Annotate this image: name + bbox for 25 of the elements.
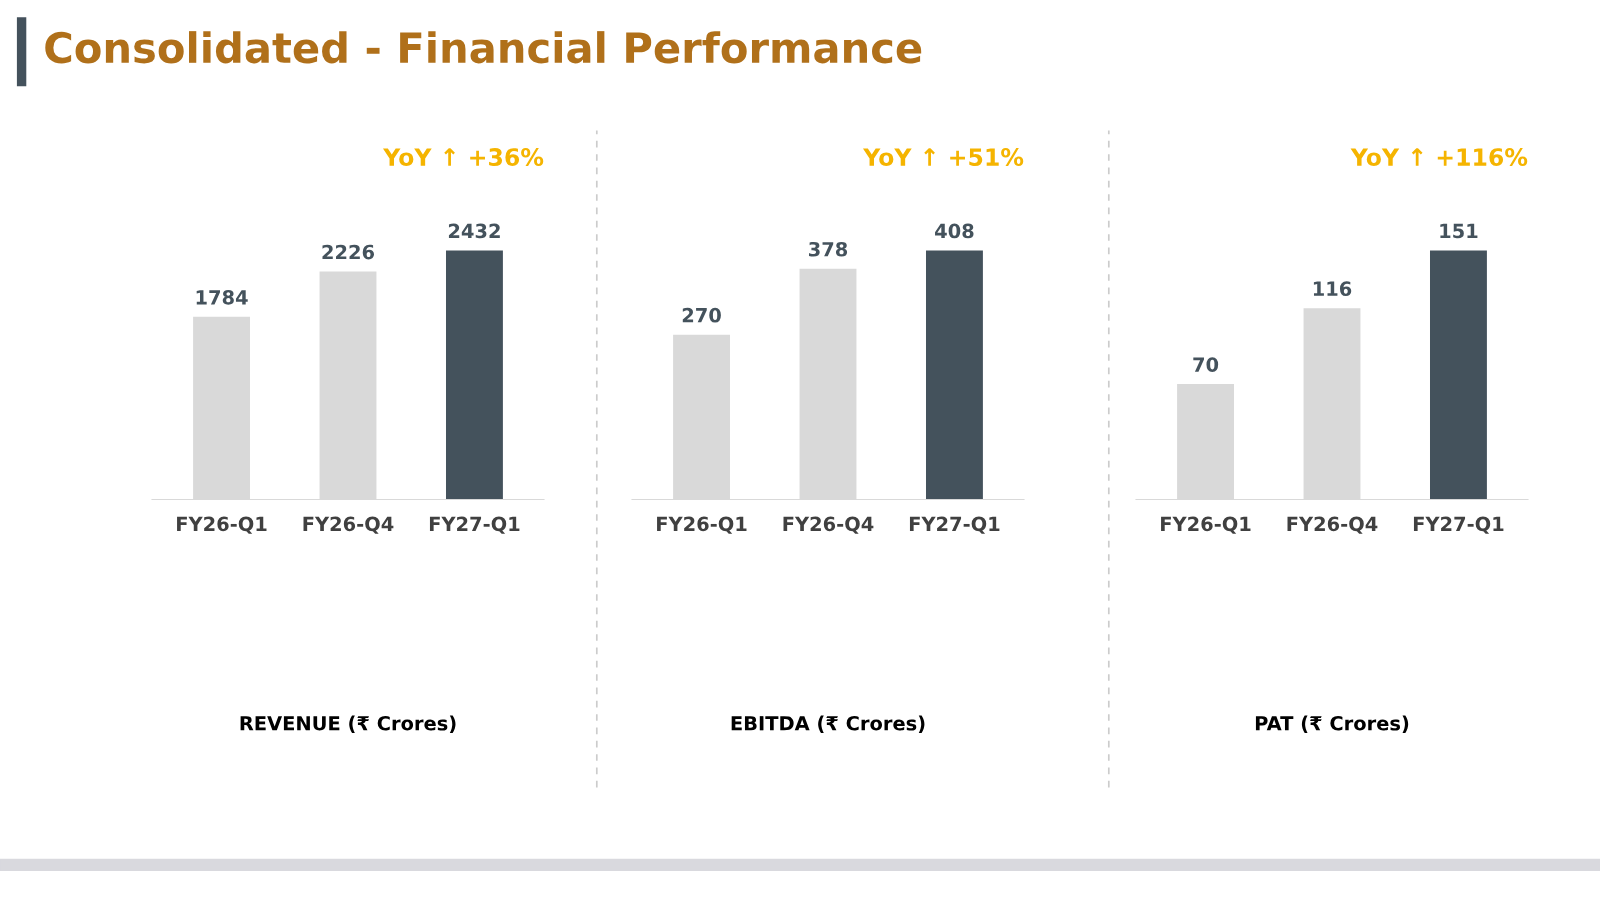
data-label: 408 <box>935 223 974 239</box>
x-axis-title: EBITDA (₹ Crores) <box>731 715 925 733</box>
x-axis-title: PAT (₹ Crores) <box>1255 715 1409 733</box>
data-label: 270 <box>682 307 721 323</box>
x-tick-label: FY27-Q1 <box>429 516 520 534</box>
x-tick-label: FY26-Q4 <box>303 516 394 534</box>
data-label: 1784 <box>196 289 248 305</box>
x-tick-label: FY26-Q1 <box>657 516 747 534</box>
x-tick-label: FY26-Q4 <box>783 516 874 534</box>
data-label: 151 <box>1440 223 1478 239</box>
data-label: 116 <box>1313 281 1352 297</box>
chart-title: Consolidated - Financial Performance <box>45 31 922 64</box>
x-tick-label: FY26-Q1 <box>1161 516 1251 534</box>
data-label: 70 <box>1193 357 1219 372</box>
x-tick-label: FY27-Q1 <box>1413 516 1504 534</box>
text: YoY ↑ +51% <box>862 148 1024 166</box>
data-label: 378 <box>809 241 848 257</box>
x-tick-label: FY26-Q1 <box>177 516 267 534</box>
x-tick-label: FY27-Q1 <box>909 516 1000 534</box>
text: YoY ↑ +36% <box>382 148 544 166</box>
x-axis-title: REVENUE (₹ Crores) <box>240 715 456 733</box>
text: YoY ↑ +116% <box>1350 148 1528 166</box>
x-tick-label: FY26-Q4 <box>1287 516 1378 534</box>
data-label: 2432 <box>448 223 500 239</box>
data-label: 2226 <box>322 244 375 260</box>
